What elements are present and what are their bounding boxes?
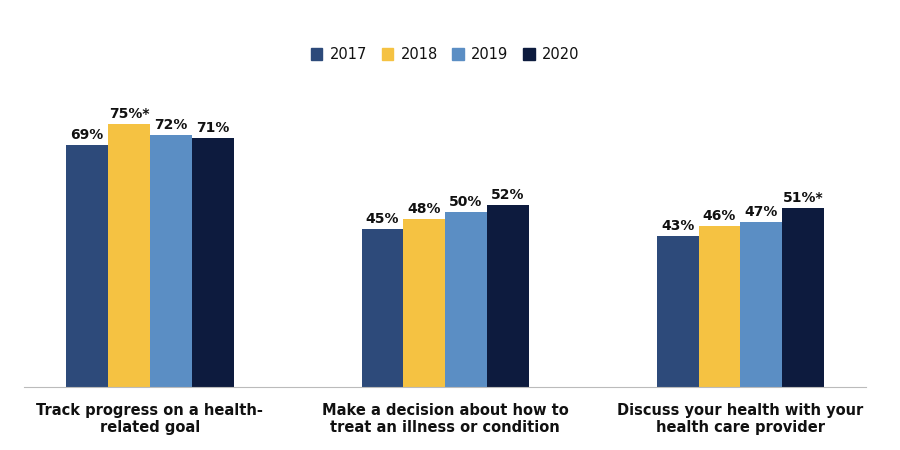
Text: 48%: 48%: [408, 202, 441, 216]
Text: 51%*: 51%*: [783, 191, 824, 205]
Text: 75%*: 75%*: [109, 108, 149, 122]
Bar: [362, 229, 403, 387]
Bar: [741, 222, 782, 387]
Bar: [108, 124, 150, 387]
Text: 47%: 47%: [744, 205, 778, 220]
Text: 69%: 69%: [70, 128, 104, 143]
Legend: 2017, 2018, 2019, 2020: 2017, 2018, 2019, 2020: [305, 41, 586, 68]
Bar: [446, 212, 487, 387]
Bar: [67, 145, 108, 387]
Text: 45%: 45%: [365, 212, 400, 226]
Text: 50%: 50%: [449, 195, 482, 209]
Text: 46%: 46%: [703, 209, 736, 223]
Text: 43%: 43%: [661, 220, 695, 234]
Bar: [657, 236, 698, 387]
Bar: [487, 205, 529, 387]
Bar: [782, 208, 824, 387]
Bar: [150, 135, 192, 387]
Text: 52%: 52%: [491, 188, 525, 202]
Bar: [403, 219, 446, 387]
Text: 71%: 71%: [196, 122, 230, 135]
Bar: [698, 226, 741, 387]
Bar: [192, 138, 233, 387]
Text: 72%: 72%: [154, 118, 187, 132]
